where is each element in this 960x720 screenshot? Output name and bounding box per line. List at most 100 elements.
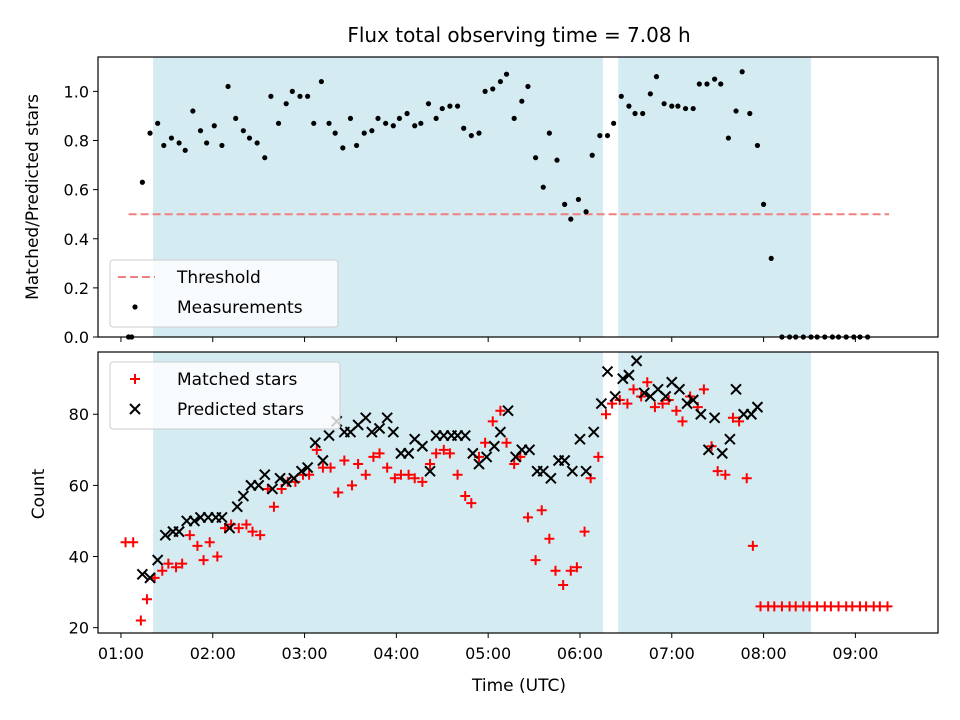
predicted-point bbox=[317, 454, 329, 467]
measurement-point bbox=[168, 135, 175, 141]
matched-point bbox=[135, 615, 146, 626]
y-tick-label: 80 bbox=[69, 405, 89, 424]
matched-point bbox=[571, 562, 582, 573]
measurement-point bbox=[562, 201, 568, 207]
x-tick-label: 09:00 bbox=[832, 644, 878, 663]
matched-point bbox=[409, 473, 420, 484]
predicted-point bbox=[558, 454, 571, 467]
predicted-point bbox=[494, 426, 507, 438]
predicted-point bbox=[252, 479, 265, 492]
matched-point bbox=[882, 601, 893, 612]
matched-point bbox=[698, 384, 709, 395]
measurement-point bbox=[597, 132, 603, 139]
predicted-point bbox=[259, 469, 271, 481]
matched-point bbox=[339, 455, 350, 466]
legend: Matched stars Predicted stars bbox=[109, 361, 341, 430]
predicted-point bbox=[188, 515, 201, 527]
measurement-point bbox=[540, 184, 546, 190]
measurement-point bbox=[546, 130, 552, 136]
measurement-point bbox=[618, 93, 624, 99]
matched-point bbox=[346, 480, 357, 491]
predicted-point bbox=[638, 387, 650, 399]
matched-point bbox=[558, 579, 569, 590]
matched-point bbox=[374, 448, 385, 459]
matched-point bbox=[501, 437, 512, 448]
x-tick-label: 05:00 bbox=[465, 644, 511, 663]
matched-point bbox=[184, 530, 195, 541]
predicted-point bbox=[237, 490, 250, 502]
predicted-point bbox=[595, 397, 608, 410]
measurement-point bbox=[532, 155, 539, 161]
x-axis-label: Time (UTC) bbox=[471, 676, 566, 696]
measurement-point bbox=[176, 140, 182, 146]
predicted-point bbox=[687, 394, 699, 406]
measurement-point bbox=[361, 130, 367, 136]
matched-point bbox=[530, 555, 541, 566]
measurement-point bbox=[747, 110, 753, 117]
measurement-point bbox=[454, 103, 461, 109]
matched-point bbox=[466, 498, 477, 509]
predicted-point bbox=[730, 383, 742, 396]
measurement-point bbox=[268, 93, 274, 99]
predicted-point bbox=[274, 472, 286, 484]
measurement-point bbox=[297, 93, 303, 99]
legend-label: Threshold bbox=[176, 268, 261, 288]
matched-point bbox=[368, 451, 379, 462]
measurement-point bbox=[390, 123, 396, 129]
matched-point bbox=[747, 540, 758, 551]
predicted-point bbox=[173, 525, 185, 538]
predicted-point bbox=[424, 465, 436, 477]
matched-point bbox=[212, 551, 223, 562]
measurement-point bbox=[418, 120, 424, 126]
predicted-point bbox=[266, 483, 279, 495]
matched-point bbox=[741, 473, 752, 484]
matched-point bbox=[649, 402, 660, 413]
measurement-point bbox=[604, 132, 611, 139]
measurement-point bbox=[461, 125, 467, 131]
predicted-point bbox=[387, 426, 400, 438]
measurement-point bbox=[412, 123, 418, 129]
measurement-point bbox=[225, 83, 231, 90]
measurement-point bbox=[182, 147, 188, 153]
matched-point bbox=[480, 437, 491, 448]
predicted-point bbox=[136, 568, 149, 581]
matched-point bbox=[198, 555, 209, 566]
measurement-point bbox=[511, 115, 517, 122]
measurement-point bbox=[661, 101, 667, 107]
measurement-point bbox=[718, 81, 724, 87]
matched-point bbox=[727, 412, 738, 423]
measurement-point bbox=[690, 105, 696, 112]
measurement-point bbox=[739, 69, 745, 75]
x-tick-label: 06:00 bbox=[557, 644, 603, 663]
measurement-point bbox=[332, 130, 338, 136]
measurement-point bbox=[760, 201, 767, 207]
measurement-point bbox=[289, 88, 295, 94]
matched-point bbox=[720, 469, 731, 480]
y-tick-label: 0.0 bbox=[64, 328, 89, 347]
measurement-point bbox=[768, 255, 774, 262]
predicted-point bbox=[295, 465, 308, 477]
count-panel: 20 40 60 80 01:00 02:00 03:00 04:00 05:00 06:00 07… bbox=[69, 351, 939, 663]
predicted-point bbox=[144, 572, 156, 584]
y-tick-label: 40 bbox=[69, 548, 89, 567]
matched-point bbox=[177, 558, 188, 569]
predicted-point bbox=[416, 440, 429, 452]
matched-point bbox=[460, 491, 471, 502]
predicted-point bbox=[695, 408, 707, 420]
predicted-point bbox=[488, 440, 500, 452]
predicted-point bbox=[467, 447, 479, 460]
y-axis-label-bottom: Count bbox=[29, 468, 49, 519]
y-tick-label: 0.4 bbox=[64, 230, 89, 249]
matched-point bbox=[677, 416, 688, 427]
measurement-point bbox=[219, 142, 225, 149]
y-tick-label: 0.6 bbox=[64, 181, 89, 200]
measurement-point bbox=[340, 145, 346, 151]
predicted-point bbox=[502, 404, 514, 417]
predicted-point bbox=[630, 355, 643, 367]
measurement-point bbox=[425, 101, 432, 107]
predicted-point bbox=[673, 383, 686, 396]
predicted-point bbox=[381, 412, 393, 424]
measurement-point bbox=[283, 101, 289, 107]
measurement-point bbox=[583, 209, 589, 215]
